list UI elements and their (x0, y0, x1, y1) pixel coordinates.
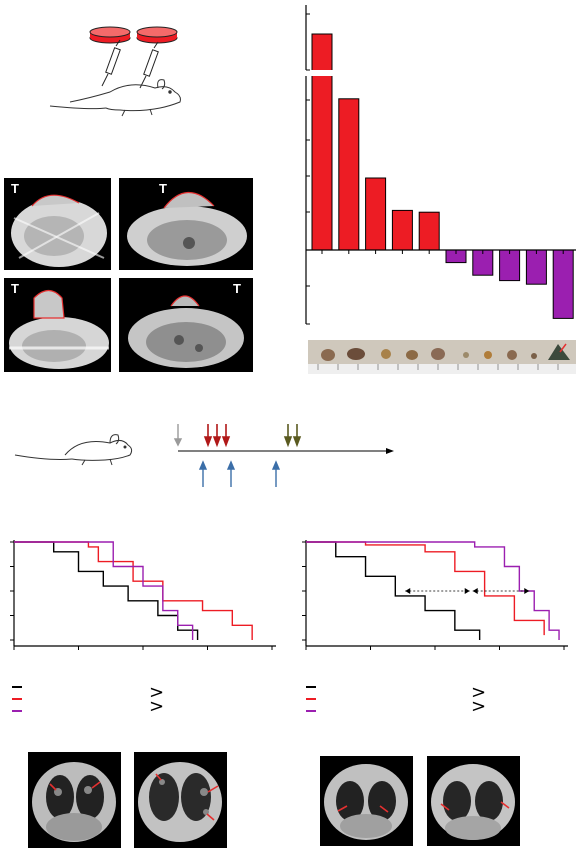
legend-line-purple (306, 710, 316, 712)
waterfall-bar (525, 249, 547, 285)
significance-symbol: > (149, 696, 165, 717)
waterfall-bar (552, 249, 574, 319)
ct-scan-tumor-4: T (119, 278, 253, 372)
legend-line-red (12, 698, 22, 700)
survival-line (306, 541, 545, 636)
legend-line-red (306, 698, 316, 700)
waterfall-bar (499, 249, 521, 282)
ct-scan-image (127, 191, 247, 266)
legend-line-purple (12, 710, 22, 712)
bracket-arrowhead (464, 588, 470, 594)
petri-dish-left (89, 26, 131, 44)
mouse-outline (14, 434, 133, 466)
arrow-above-gray (173, 424, 183, 447)
survival-curve-right (302, 540, 568, 650)
lung-ct-image (324, 764, 408, 840)
tumors-image (308, 343, 576, 374)
bracket-arrowhead (472, 588, 478, 594)
legend-right: > > (306, 682, 506, 722)
tumor-label: T (11, 181, 19, 196)
petri-dish-right (136, 26, 178, 44)
ct-scan-tumor-3: T (4, 278, 111, 372)
ct-scan-image (11, 194, 107, 267)
mouse-outline (49, 79, 181, 117)
excised-tumors-photo (308, 340, 576, 374)
treatment-timeline (14, 424, 394, 487)
tumor-label: T (233, 281, 241, 296)
survival-line (306, 541, 481, 640)
legend-line-black (12, 686, 22, 688)
survival-line (14, 541, 199, 640)
ct-scan-image (128, 295, 244, 368)
lung-ct-image (32, 762, 116, 842)
significance-symbol: > (149, 682, 165, 703)
waterfall-bar (391, 209, 413, 251)
survival-line (14, 541, 253, 640)
survival-line (306, 541, 560, 640)
injection-schematic (49, 26, 181, 117)
syringe-right (139, 41, 159, 89)
waterfall-bar (338, 98, 360, 251)
arrows-below-blue (198, 460, 281, 487)
ct-scan-tumor-1: T (4, 178, 111, 270)
lung-ct-scan-3 (320, 756, 413, 846)
bracket-arrowhead (405, 588, 411, 594)
tumor-label: T (159, 181, 167, 196)
ct-scan-image (9, 289, 109, 369)
ct-scan-tumor-2: T (119, 178, 253, 270)
y-ticks (306, 13, 564, 325)
waterfall-bar (418, 211, 440, 251)
significance-symbol: > (471, 682, 487, 703)
arrows-above-olive (283, 424, 302, 448)
significance-symbol: > (471, 696, 487, 717)
arrows-above-red (203, 424, 231, 448)
syringe-left (101, 39, 121, 87)
waterfall-bar-chart (300, 5, 576, 325)
waterfall-bar (365, 177, 387, 251)
waterfall-bar (311, 33, 333, 251)
timeline-arrowhead (386, 448, 394, 454)
lung-ct-scan-4 (427, 756, 520, 846)
legend-left: > > (12, 682, 165, 722)
lung-ct-scan-1 (28, 752, 121, 848)
survival-line (14, 541, 194, 640)
axis-break (300, 70, 340, 76)
lung-ct-image (138, 762, 222, 842)
legend-line-black (306, 686, 316, 688)
survival-curve-left (10, 540, 276, 650)
bracket-arrowhead (524, 588, 530, 594)
tumor-label: T (11, 281, 19, 296)
lung-ct-scan-2 (134, 752, 227, 848)
lung-ct-image (431, 764, 515, 840)
